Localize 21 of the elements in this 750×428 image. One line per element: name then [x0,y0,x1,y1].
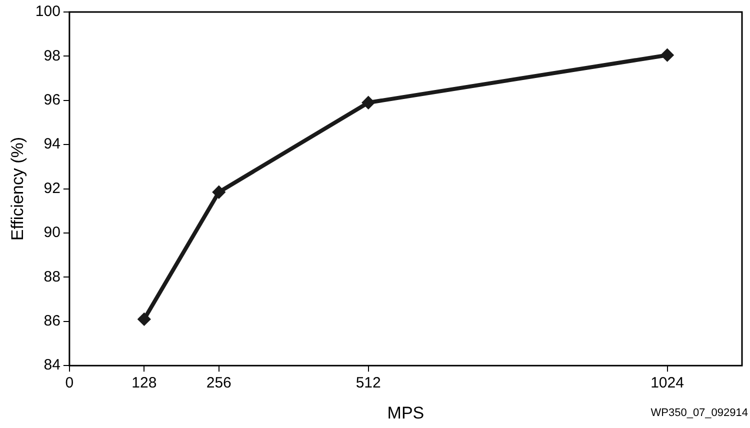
y-axis-title: Efficiency (%) [8,136,27,241]
point [362,96,374,109]
y-tick-label: 84 [44,356,60,374]
y-tick-label: 92 [44,180,60,197]
x-axis-title: MPS [387,403,424,422]
y-tick-label: 98 [44,47,60,64]
x-tick-label: 0 [65,374,74,392]
y-tick-label: 90 [44,224,60,242]
point [661,49,674,62]
point [212,186,225,198]
x-tick-label: 1024 [650,374,684,392]
y-tick-label: 96 [44,92,60,109]
x-tick-label: 256 [206,374,232,392]
x-tick-label: 512 [356,374,381,392]
point [138,313,150,326]
y-tick-label: 94 [44,136,60,153]
x-tick-label: 128 [132,374,157,392]
y-tick-label: 86 [44,312,60,330]
y-tick-label: 100 [35,3,60,20]
text: WP350_07_092914 [650,407,748,419]
y-tick-label: 88 [44,268,60,286]
